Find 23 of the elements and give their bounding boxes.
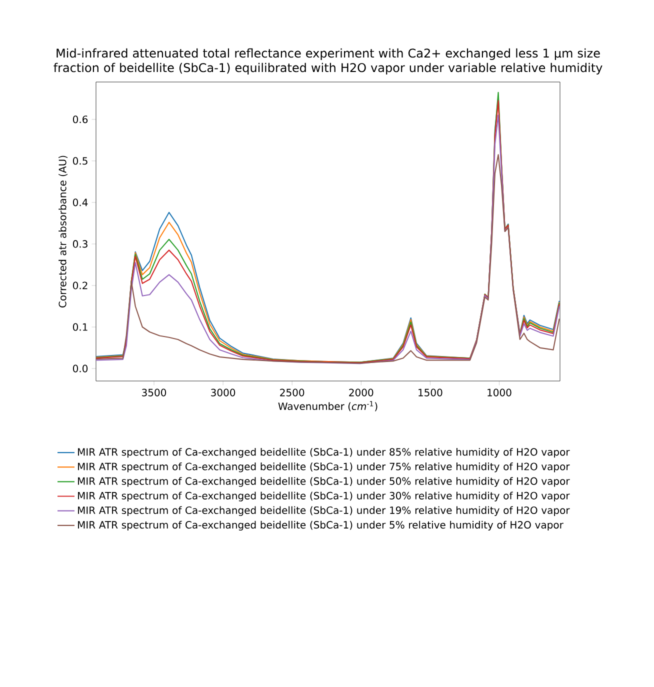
legend-label: MIR ATR spectrum of Ca-exchanged beidellite (SbCa-1) under 5% relative humidity of H2O vapor	[78, 520, 564, 531]
y-tick-label: 0.3	[72, 240, 88, 248]
legend-label: MIR ATR spectrum of Ca-exchanged beidellite (SbCa-1) under 85% relative humidity of H2O vapor	[78, 448, 570, 458]
line-series	[96, 154, 560, 364]
legend-label: MIR ATR spectrum of Ca-exchanged beidellite (SbCa-1) under 19% relative humidity of H2O vapor	[78, 506, 570, 516]
x-tick-label: 3000	[211, 388, 236, 396]
y-axis-title: Corrected atr absorbance (AU)	[58, 156, 68, 308]
x-tick-label: 2500	[280, 388, 304, 396]
y-tick-label: 0.1	[72, 323, 88, 331]
y-tick-label: 0.6	[72, 116, 88, 124]
x-tick-label: 1500	[418, 388, 442, 396]
x-tick-label: 2000	[349, 388, 374, 396]
y-tick-label: 0.2	[72, 282, 88, 290]
legend-label: MIR ATR spectrum of Ca-exchanged beidellite (SbCa-1) under 75% relative humidity of H2O vapor	[78, 462, 570, 472]
legend-label: MIR ATR spectrum of Ca-exchanged beidellite (SbCa-1) under 50% relative humidity of H2O vapor	[78, 477, 570, 487]
y-tick-label: 0.5	[72, 157, 88, 165]
chart-title: Mid-infrared attenuated total reflectance experiment with Ca2+ exchanged less 1 µm size fraction of beidellite (SbCa-1) equilibrated with H2O vapor under variable relative humidity	[54, 48, 602, 75]
legend-label: MIR ATR spectrum of Ca-exchanged beidellite (SbCa-1) under 30% relative humidity of H2O vapor	[78, 492, 570, 502]
x-tick-label: 1000	[488, 388, 512, 396]
x-tick-label: 3500	[142, 388, 166, 396]
y-tick-label: 0.4	[72, 198, 88, 206]
y-tick-label: 0.0	[72, 364, 88, 372]
x-axis-title: Wavenumber (cm$^{-1}$)	[278, 401, 378, 412]
